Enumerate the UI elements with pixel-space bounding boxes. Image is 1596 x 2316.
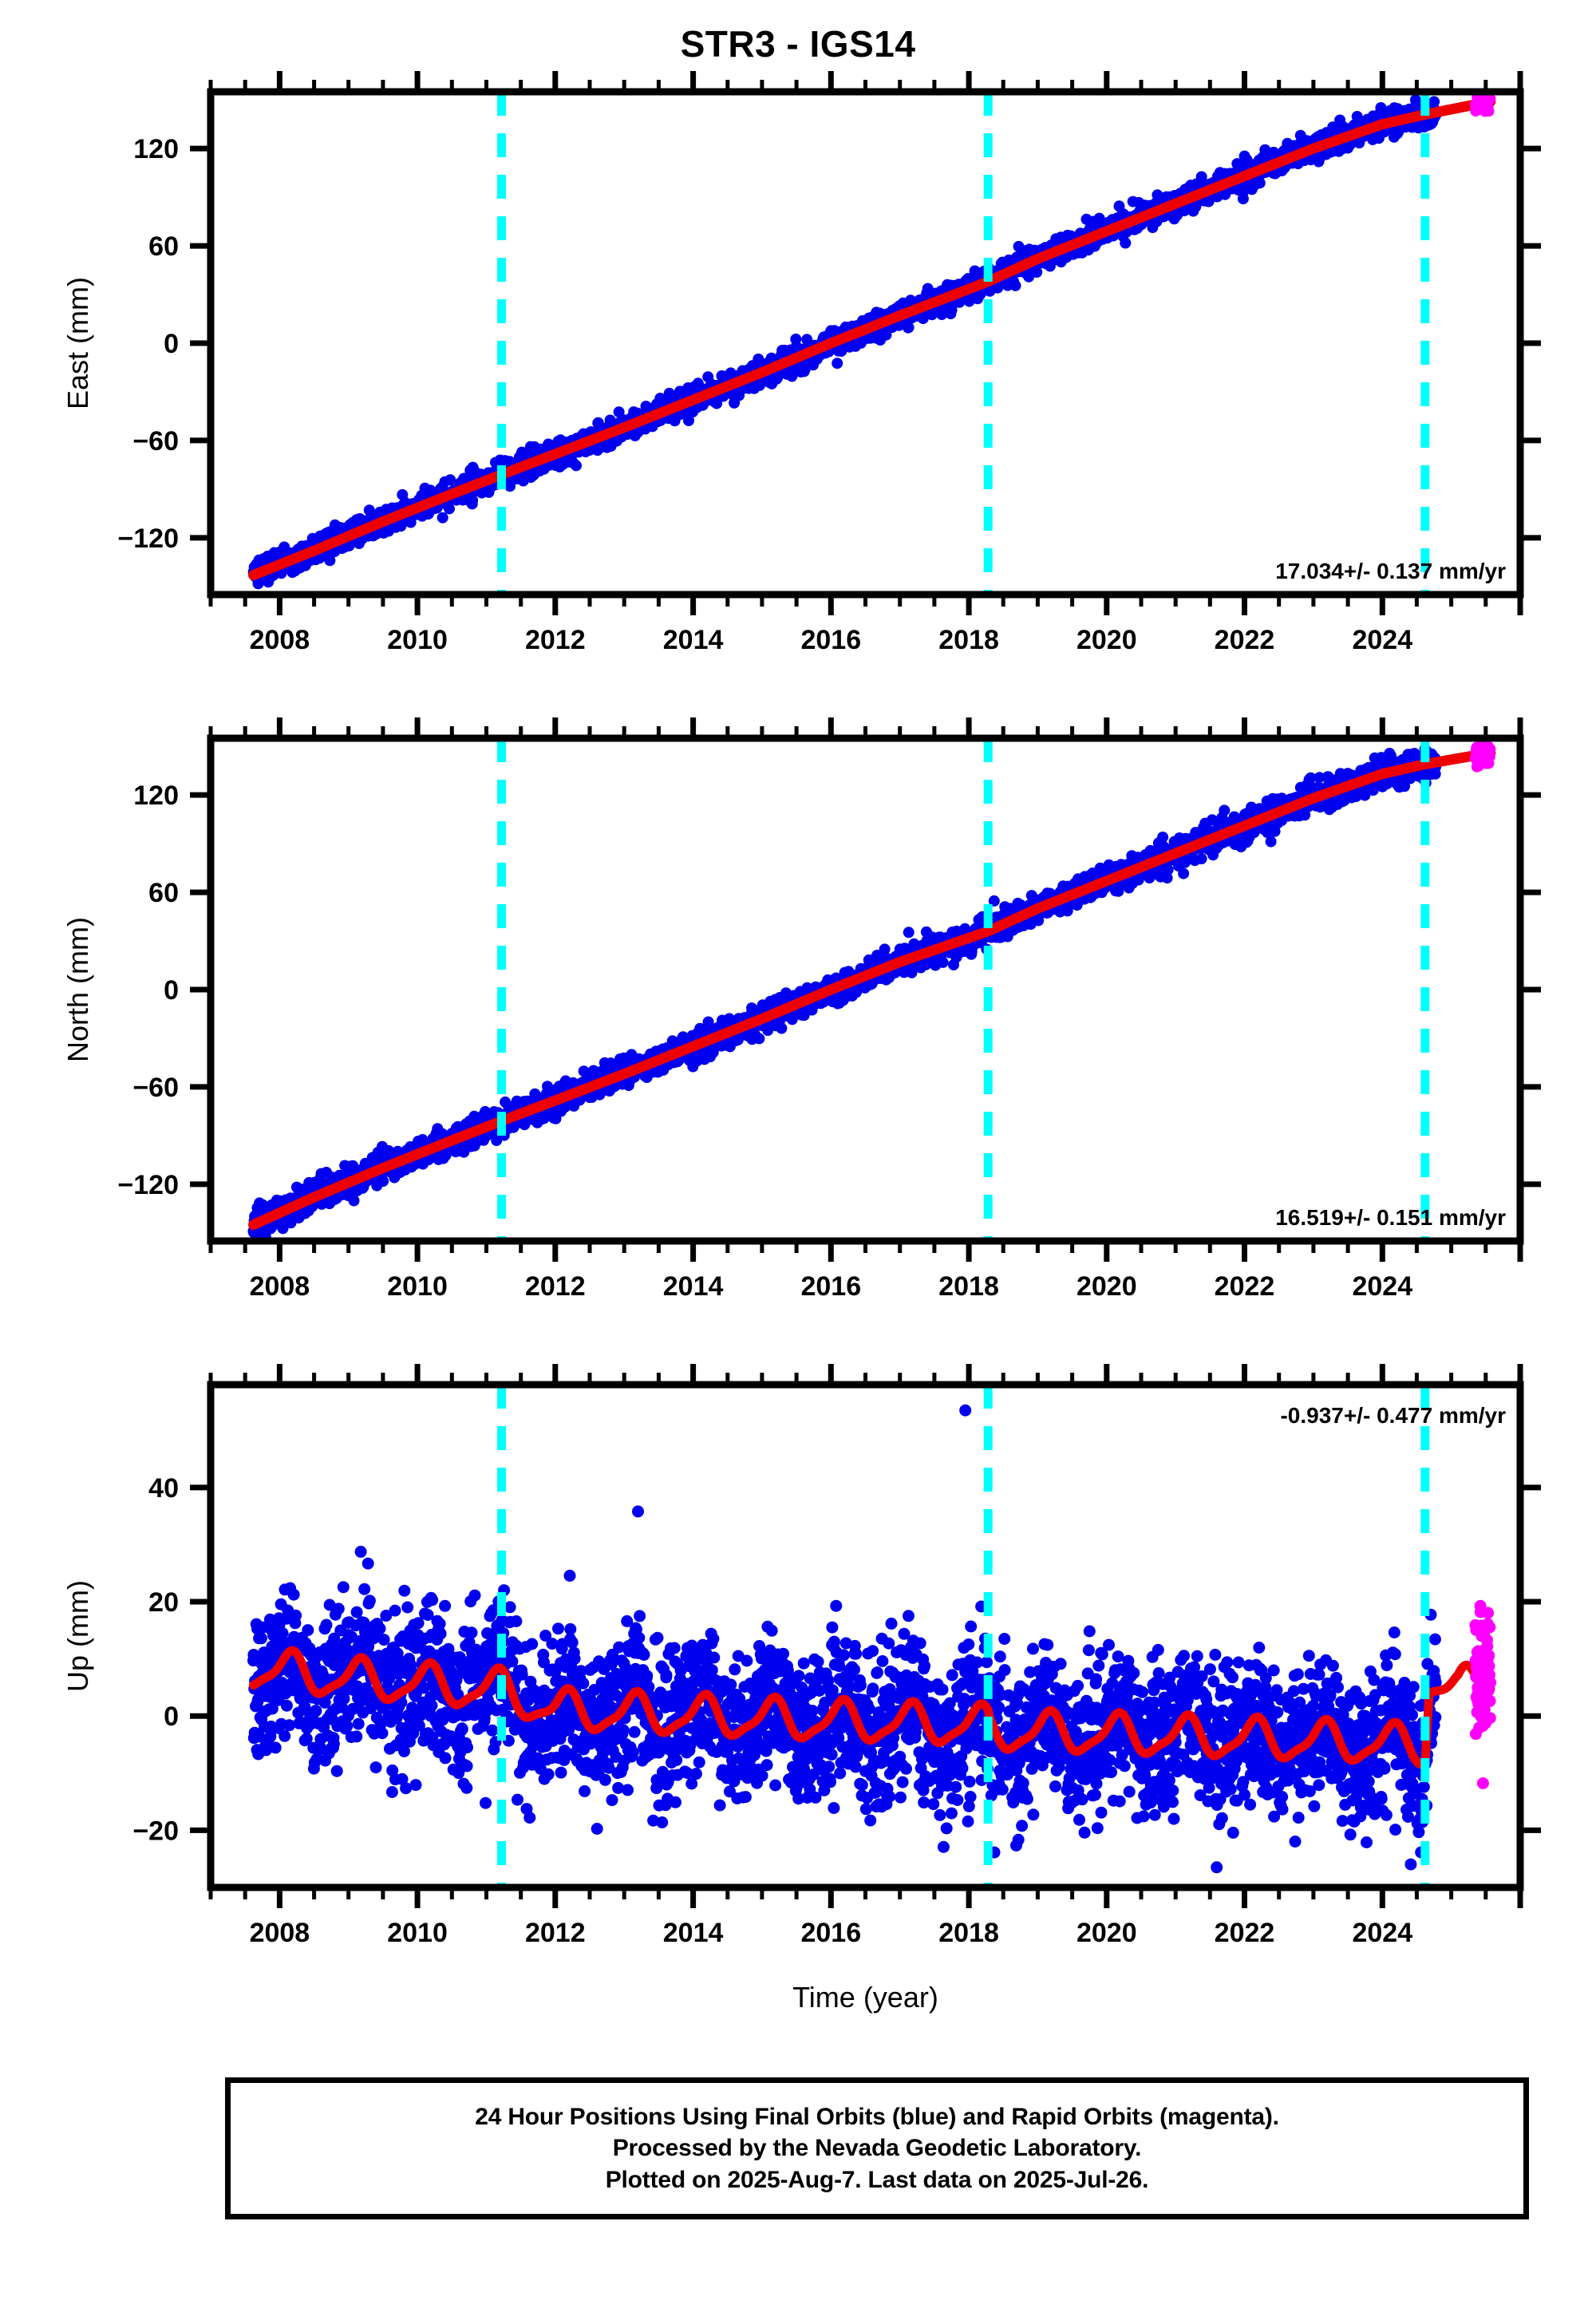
- x-tick-label: 2008: [250, 1271, 310, 1302]
- x-axis-ticks: [208, 1364, 1523, 1908]
- y-tick-label: −120: [117, 524, 179, 554]
- x-tick-label: 2008: [250, 625, 310, 655]
- plot-frame: [207, 88, 1524, 599]
- y-tick-label: 60: [148, 231, 179, 262]
- x-tick-label: 2018: [938, 1271, 999, 1302]
- x-axis-tick-labels: 2008 2010 2012 2014 2016 2018 2020 2022 2024: [250, 625, 1413, 655]
- y-axis-title: North (mm): [61, 917, 94, 1062]
- x-tick-label: 2012: [525, 1918, 586, 1948]
- data-point-outlier: [632, 1404, 972, 1518]
- model-trend-line: [248, 96, 1496, 581]
- x-tick-label: 2024: [1352, 1918, 1412, 1948]
- y-axis-ticks: [190, 145, 1541, 541]
- caption-line-1: 24 Hour Positions Using Final Orbits (bl…: [475, 2103, 1279, 2130]
- rate-annotation: 17.034+/- 0.137 mm/yr: [1275, 559, 1506, 583]
- y-axis-tick-labels: 120 60 0 −60 −120: [117, 781, 179, 1200]
- y-axis-title: Up (mm): [61, 1580, 94, 1692]
- y-tick-label: 0: [164, 975, 179, 1006]
- caption-line-2: Processed by the Nevada Geodetic Laborat…: [612, 2135, 1142, 2162]
- x-tick-label: 2012: [525, 1271, 586, 1302]
- x-tick-label: 2020: [1077, 625, 1137, 655]
- y-tick-label: 0: [164, 329, 179, 359]
- x-tick-label: 2020: [1077, 1918, 1137, 1948]
- x-tick-label: 2024: [1352, 625, 1412, 655]
- y-tick-label: −60: [132, 426, 179, 456]
- x-axis-tick-labels: 2008 2010 2012 2014 2016 2018 2020 2022 2024: [250, 1918, 1413, 1948]
- x-tick-label: 2014: [663, 1271, 724, 1302]
- x-tick-label: 2010: [387, 1918, 448, 1948]
- y-tick-label: 0: [164, 1701, 179, 1732]
- x-axis-tick-labels: 2008 2010 2012 2014 2016 2018 2020 2022 2024: [250, 1271, 1413, 1302]
- x-tick-label: 2016: [800, 1918, 861, 1948]
- y-axis-ticks: [190, 792, 1541, 1188]
- model-trend-line: [248, 747, 1496, 1231]
- y-axis-tick-labels: 120 60 0 −60 −120: [117, 134, 179, 554]
- y-tick-label: −60: [132, 1073, 179, 1103]
- x-tick-label: 2012: [525, 625, 586, 655]
- x-tick-label: 2018: [938, 625, 999, 655]
- x-tick-label: 2024: [1352, 1271, 1412, 1302]
- plot-frame: [207, 734, 1524, 1245]
- data-points-rapid-orbits: [1469, 738, 1496, 773]
- x-tick-label: 2010: [387, 625, 448, 655]
- x-tick-label: 2014: [663, 625, 724, 655]
- y-axis-ticks: [190, 1484, 1541, 1833]
- plot-frame: [207, 1381, 1524, 1891]
- y-tick-label: 20: [148, 1587, 179, 1618]
- data-points-rapid-orbits: [1469, 92, 1496, 117]
- y-axis-title: East (mm): [61, 277, 94, 409]
- x-tick-label: 2018: [938, 1918, 999, 1948]
- figure-title: STR3 - IGS14: [680, 23, 916, 65]
- x-tick-label: 2016: [800, 625, 861, 655]
- x-axis-ticks: [208, 71, 1523, 615]
- y-axis-tick-labels: 40 20 0 −20: [132, 1473, 179, 1846]
- x-tick-label: 2022: [1215, 1271, 1275, 1302]
- x-tick-label: 2014: [663, 1918, 724, 1948]
- y-tick-label: −20: [132, 1816, 179, 1846]
- data-points-final-orbits: [247, 1545, 1442, 1874]
- model-trend-line: [249, 1646, 1495, 1769]
- x-tick-label: 2022: [1215, 625, 1275, 655]
- x-tick-label: 2020: [1077, 1271, 1137, 1302]
- x-tick-label: 2008: [250, 1918, 310, 1948]
- data-points-rapid-orbits: [1469, 1599, 1497, 1789]
- y-tick-label: 40: [148, 1473, 179, 1504]
- x-axis-title: Time (year): [792, 1981, 938, 2014]
- y-tick-label: 120: [133, 781, 179, 811]
- x-tick-label: 2016: [800, 1271, 861, 1302]
- caption-line-3: Plotted on 2025-Aug-7. Last data on 2025…: [605, 2166, 1149, 2193]
- x-tick-label: 2022: [1215, 1918, 1275, 1948]
- data-points-final-orbits: [247, 743, 1442, 1241]
- x-tick-label: 2010: [387, 1271, 448, 1302]
- data-points-final-orbits: [247, 94, 1442, 590]
- y-tick-label: −120: [117, 1170, 179, 1200]
- y-tick-label: 60: [148, 878, 179, 908]
- x-axis-ticks: [208, 717, 1523, 1262]
- rate-annotation: -0.937+/- 0.477 mm/yr: [1280, 1403, 1506, 1428]
- y-tick-label: 120: [133, 134, 179, 164]
- rate-annotation: 16.519+/- 0.151 mm/yr: [1275, 1205, 1506, 1230]
- caption-box: 24 Hour Positions Using Final Orbits (bl…: [225, 2077, 1529, 2219]
